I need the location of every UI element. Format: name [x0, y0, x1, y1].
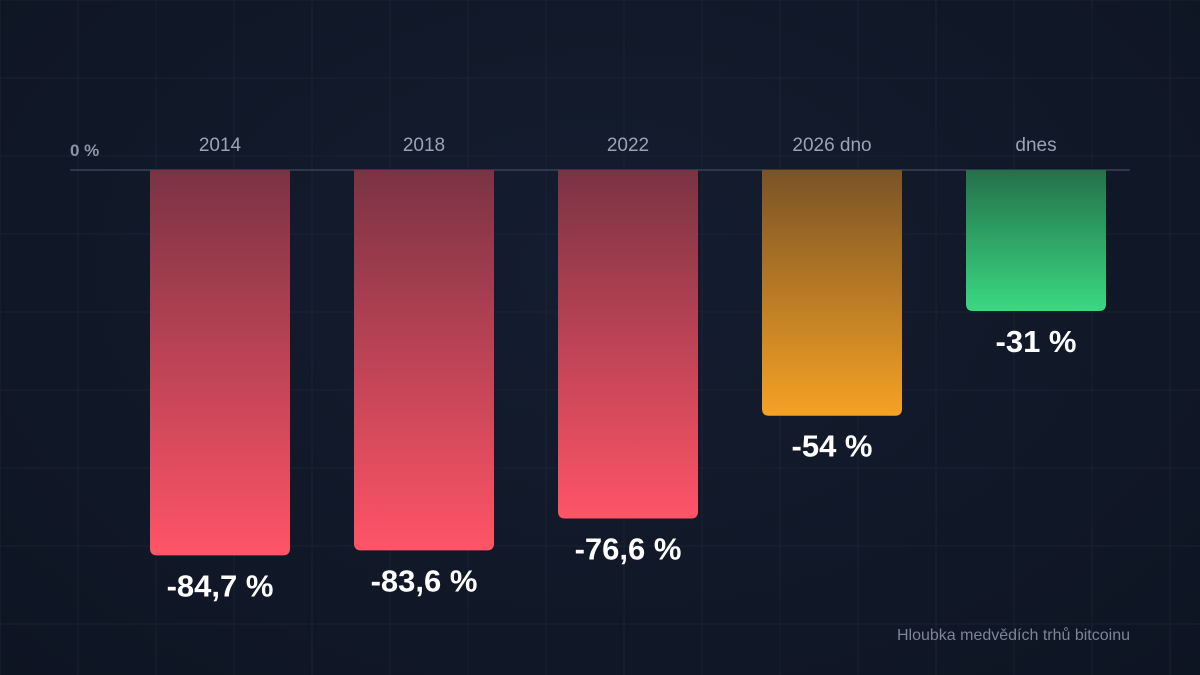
value-label: -54 %: [792, 429, 873, 464]
bar-dnes: [966, 170, 1106, 312]
bar-2014: [150, 170, 290, 556]
zero-axis-label: 0 %: [70, 141, 99, 160]
value-label: -83,6 %: [371, 563, 478, 598]
category-label: 2018: [403, 135, 445, 156]
bar-2026-dno: [762, 170, 902, 416]
value-label: -31 %: [996, 324, 1077, 359]
bars: 2014 -84,7 % 2018 -83,6 % 2022 -76,6 % 2026 dn…: [150, 135, 1106, 603]
chart-caption: Hloubka medvědích trhů bitcoinu: [897, 626, 1130, 644]
bar-2018: [354, 170, 494, 551]
category-label: 2022: [607, 135, 649, 156]
category-label: dnes: [1015, 135, 1056, 156]
value-label: -84,7 %: [167, 568, 274, 603]
bar-2022: [558, 170, 698, 519]
value-label: -76,6 %: [575, 532, 682, 567]
category-label: 2014: [199, 135, 242, 156]
category-label: 2026 dno: [792, 135, 871, 156]
